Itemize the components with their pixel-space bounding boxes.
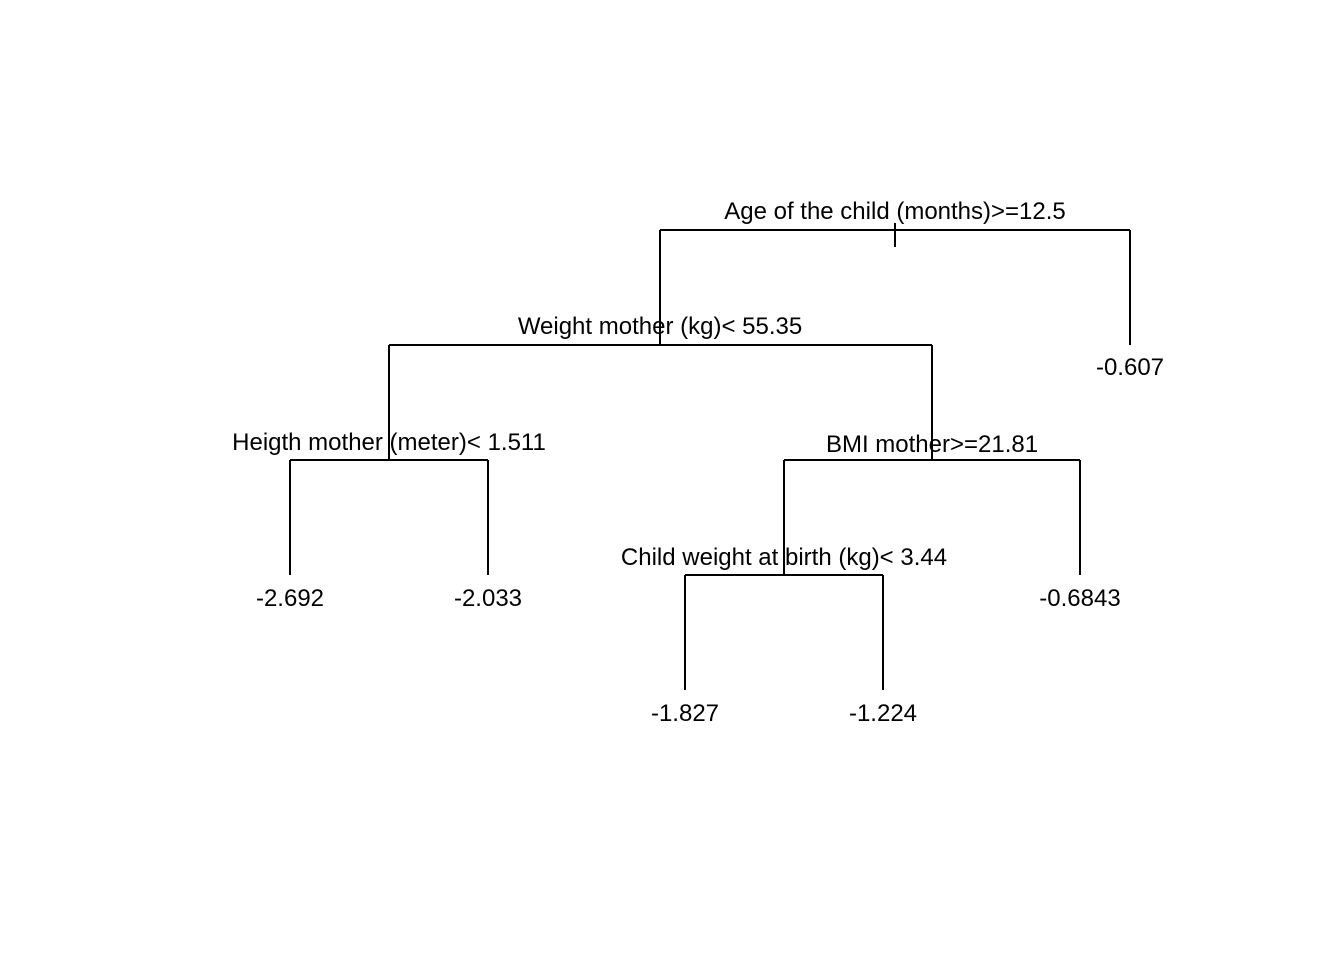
- bmi-mother-split-label: BMI mother>=21.81: [826, 431, 1038, 458]
- weight-mother-split-label: Weight mother (kg)< 55.35: [518, 313, 802, 340]
- leaf-value: -0.6843: [1039, 585, 1120, 612]
- leaf-value: -2.692: [256, 585, 324, 612]
- leaf-labels: -0.607 -2.692 -2.033 -0.6843 -1.827 -1.2…: [256, 354, 1164, 727]
- root-split-label: Age of the child (months)>=12.5: [724, 198, 1066, 225]
- leaf-value: -0.607: [1096, 354, 1164, 381]
- leaf-value: -2.033: [454, 585, 522, 612]
- leaf-value: -1.827: [651, 700, 719, 727]
- split-labels: Age of the child (months)>=12.5 Weight m…: [232, 198, 1066, 571]
- leaf-value: -1.224: [849, 700, 917, 727]
- height-mother-split-label: Heigth mother (meter)< 1.511: [232, 429, 546, 456]
- birth-weight-split-label: Child weight at birth (kg)< 3.44: [621, 544, 947, 571]
- tree-branches: [289, 223, 1131, 690]
